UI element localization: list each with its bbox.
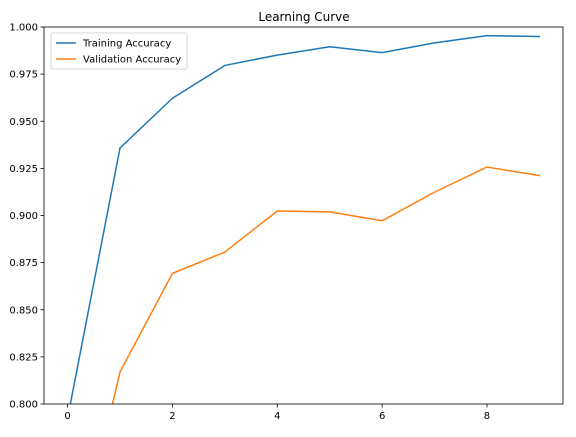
y-tick-label: 1.000 — [9, 23, 38, 34]
x-tick-label: 8 — [484, 411, 490, 422]
x-tick-label: 2 — [169, 411, 175, 422]
x-tick-label: 4 — [274, 411, 280, 422]
legend-box — [50, 32, 188, 70]
y-tick-label: 0.975 — [9, 70, 38, 81]
axes: 0 2 4 6 8 0.800 0.825 0.850 0.875 0.900 0.925 0.950… — [9, 23, 564, 422]
series-line-1 — [69, 34, 541, 404]
legend: Training Accuracy Validation Accuracy — [50, 32, 188, 70]
y-tick-label: 0.925 — [9, 164, 38, 175]
chart-title: Learning Curve — [258, 10, 349, 24]
axes-frame — [43, 26, 564, 405]
x-tick-label: 6 — [379, 411, 385, 422]
y-tick-label: 0.950 — [9, 117, 38, 128]
legend-label-2: Validation Accuracy — [83, 55, 181, 66]
y-tick-label: 0.900 — [9, 211, 38, 222]
plot-area — [69, 34, 541, 404]
x-tick-label: 0 — [64, 411, 70, 422]
y-tick-label: 0.825 — [9, 352, 38, 363]
y-tick-label: 0.850 — [9, 305, 38, 316]
y-tick-label: 0.875 — [9, 258, 38, 269]
legend-label-1: Training Accuracy — [82, 39, 171, 50]
y-tick-label: 0.800 — [9, 400, 38, 411]
series-line-2 — [111, 166, 541, 404]
